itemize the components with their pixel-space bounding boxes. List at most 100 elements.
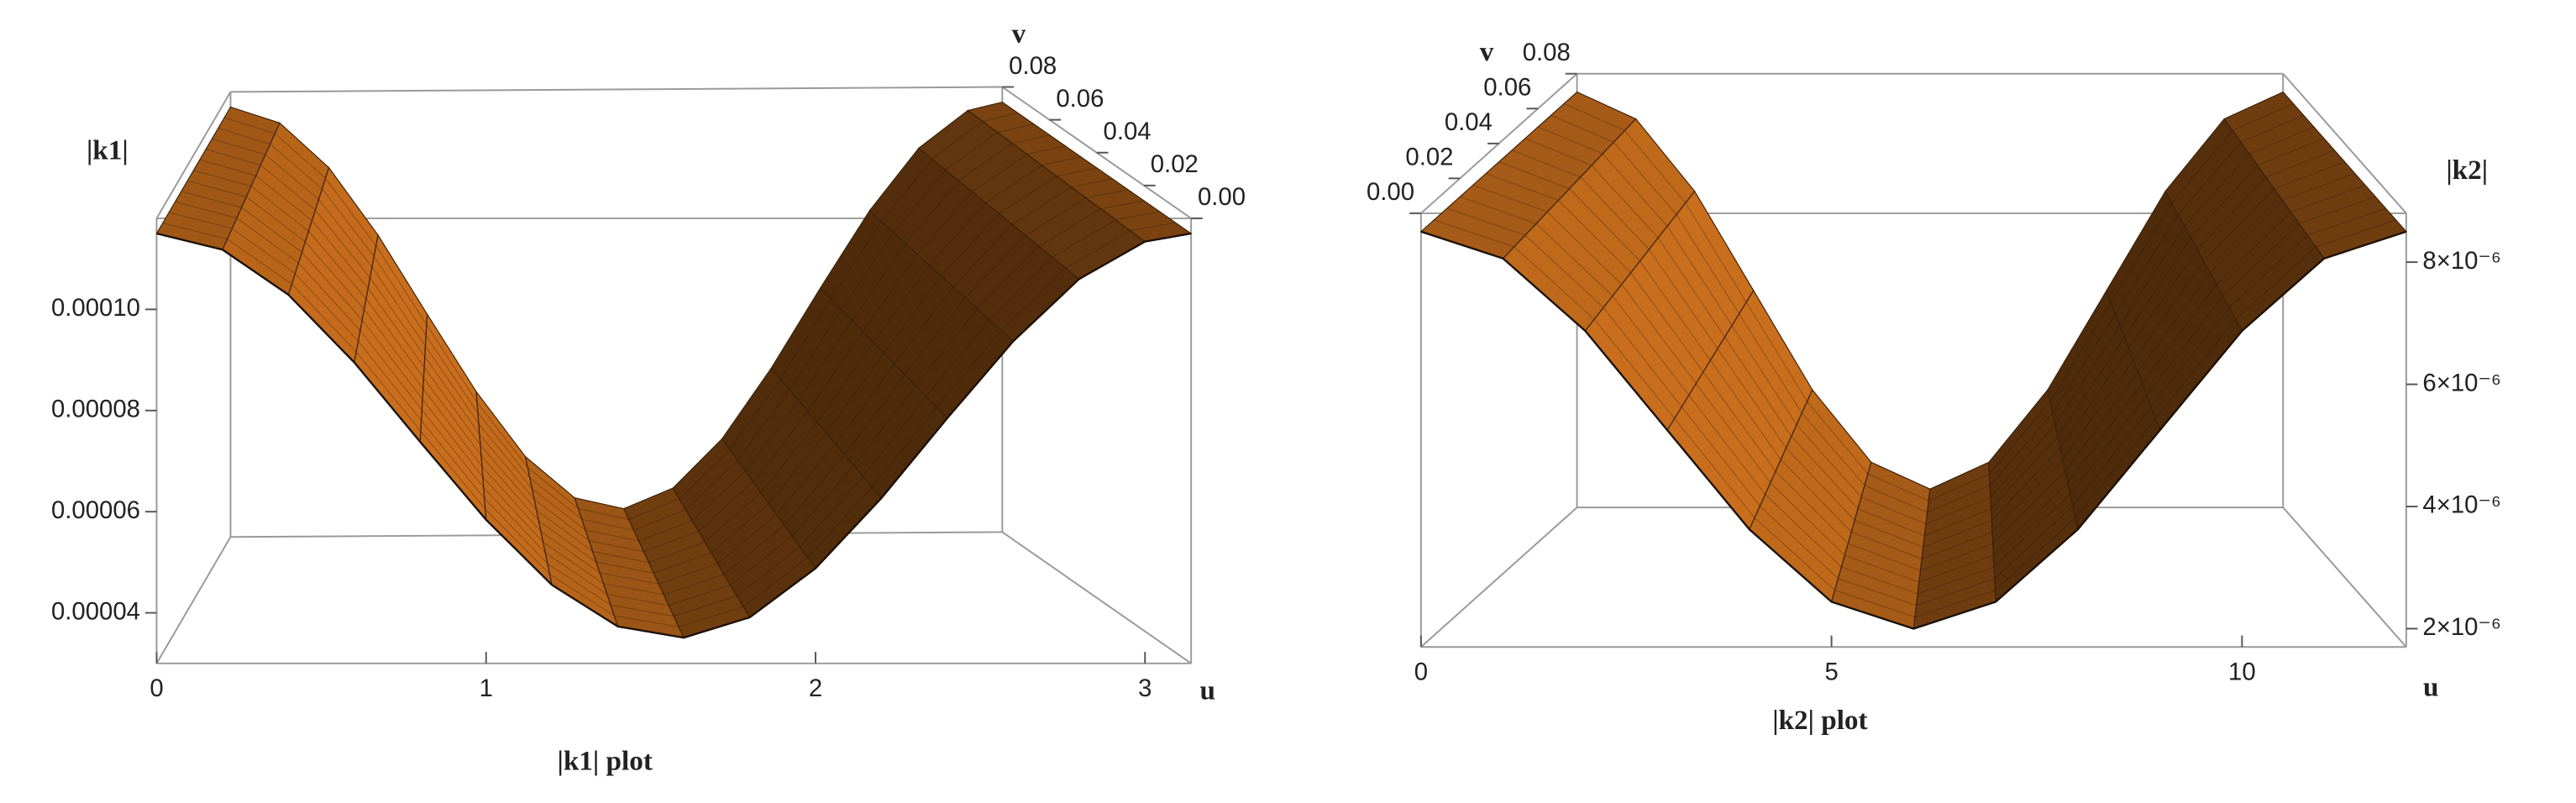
z-tick-label: 0.00008 (51, 396, 140, 423)
mesh-line (1916, 578, 1995, 606)
z-axis-label: |k1| (87, 134, 129, 165)
mesh-line (1924, 508, 1991, 537)
mesh-line (1593, 318, 1676, 419)
mesh-line (835, 363, 895, 444)
mesh-line (359, 330, 422, 411)
mesh-line (1770, 482, 1845, 556)
front-edge (1420, 230, 2407, 630)
box-edge (230, 86, 1003, 93)
mesh-line (931, 121, 984, 160)
mesh-line (236, 218, 299, 264)
mesh-line (883, 276, 942, 354)
mesh-line (1992, 470, 2066, 544)
mesh-line (2142, 284, 2217, 384)
mesh-line (484, 498, 548, 564)
v-tick-label: 0.00 (1367, 178, 1414, 206)
z-tick-label: 6×10⁻⁶ (2422, 369, 2501, 396)
mesh-line (1486, 173, 1559, 201)
mesh-line (791, 464, 855, 537)
mesh-line (863, 396, 927, 477)
mesh-line (270, 144, 323, 190)
mesh-line (181, 191, 242, 208)
mesh-line (1000, 267, 1067, 331)
mesh-line (532, 488, 586, 531)
mesh-line (915, 308, 978, 386)
mesh-line (977, 245, 1040, 309)
mesh-line (1115, 211, 1160, 221)
mesh-line (729, 378, 781, 450)
mesh-line (425, 345, 480, 424)
mesh-line (477, 412, 531, 479)
mesh-line (1854, 520, 1923, 548)
mesh-line (2128, 249, 2198, 349)
mesh-line (936, 329, 1002, 408)
mesh-line (2064, 371, 2138, 472)
mesh-line (2196, 176, 2267, 250)
mesh-line (844, 374, 905, 455)
u-tick-label: 1 (480, 674, 493, 702)
mesh-line (1546, 211, 1623, 285)
mesh-line (480, 455, 539, 522)
mesh-line (1563, 102, 1625, 131)
mesh-line (1065, 230, 1131, 269)
mesh-line (964, 234, 1026, 298)
mesh-line (1624, 130, 1687, 203)
mesh-line (1739, 313, 1802, 414)
v-axis-label: v (1012, 18, 1026, 50)
mesh-line (298, 262, 361, 331)
mesh-line (1681, 407, 1760, 506)
mesh-line (717, 513, 777, 564)
mesh-line (737, 546, 800, 596)
mesh-line (678, 606, 744, 627)
mesh-line (2133, 260, 2205, 361)
mesh-line (483, 487, 546, 554)
mesh-line (1685, 202, 1747, 303)
mesh-line (1760, 506, 1839, 580)
z-tick-label: 2×10⁻⁶ (2422, 613, 2501, 641)
mesh-line (760, 422, 818, 493)
mesh-line (2190, 165, 2259, 239)
mesh-line (2307, 207, 2386, 236)
mesh-line (549, 574, 615, 617)
mesh-line (187, 180, 247, 197)
mesh-line (1791, 436, 1859, 510)
mesh-line (789, 309, 842, 391)
mesh-line (1801, 412, 1865, 486)
box-edge (1420, 506, 1578, 648)
u-tick-label: 0 (150, 674, 163, 702)
mesh-line (1612, 296, 1690, 396)
mesh-line (2072, 407, 2152, 506)
mesh-line (742, 557, 809, 607)
mesh-line (1603, 307, 1682, 407)
mesh-line (1026, 145, 1066, 155)
mesh-line (425, 335, 479, 414)
mesh-line (2299, 196, 2376, 224)
mesh-line (945, 132, 998, 171)
mesh-line (2054, 325, 2121, 425)
u-axis-label: u (2423, 672, 2438, 703)
mesh-line (578, 508, 629, 520)
front-edge (156, 232, 1192, 639)
mesh-line (1717, 348, 1786, 449)
mesh-line (1052, 219, 1116, 258)
mesh-line (2059, 348, 2129, 449)
mesh-line (1038, 208, 1101, 247)
mesh-line (1472, 184, 1548, 213)
v-tick-label: 0.06 (1483, 74, 1531, 102)
box-edge (1001, 531, 1192, 664)
mesh-line (800, 475, 863, 548)
mesh-line (1990, 424, 2056, 498)
mesh-line (193, 170, 252, 187)
mesh-line (1928, 473, 1990, 501)
mesh-line (2282, 173, 2355, 201)
mesh-line (737, 389, 790, 461)
mesh-line (1666, 226, 1733, 326)
mesh-line (373, 255, 427, 336)
mesh-line (669, 585, 731, 606)
mesh-line (648, 541, 706, 564)
mesh-line (206, 149, 261, 166)
mesh-line (698, 481, 754, 532)
mesh-line (199, 159, 256, 176)
mesh-line (704, 492, 762, 543)
mesh-line (905, 297, 966, 375)
